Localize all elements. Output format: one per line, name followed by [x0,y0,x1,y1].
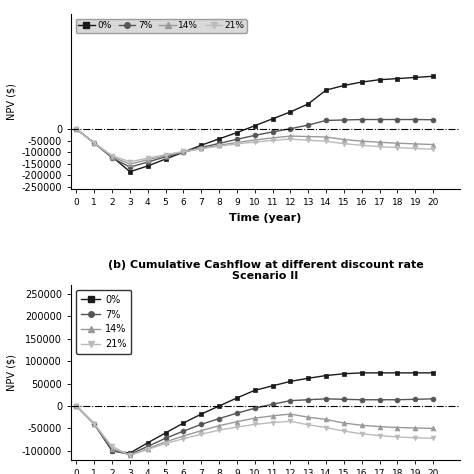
Title: (b) Cumulative Cashflow at different discount rate
Scenario II: (b) Cumulative Cashflow at different dis… [108,260,423,282]
Legend: 0%, 7%, 14%, 21%: 0%, 7%, 14%, 21% [76,19,247,33]
Y-axis label: NPV ($): NPV ($) [6,83,16,120]
X-axis label: Time (year): Time (year) [229,212,301,222]
Legend: 0%, 7%, 14%, 21%: 0%, 7%, 14%, 21% [76,290,131,354]
Y-axis label: NPV ($): NPV ($) [6,354,16,391]
